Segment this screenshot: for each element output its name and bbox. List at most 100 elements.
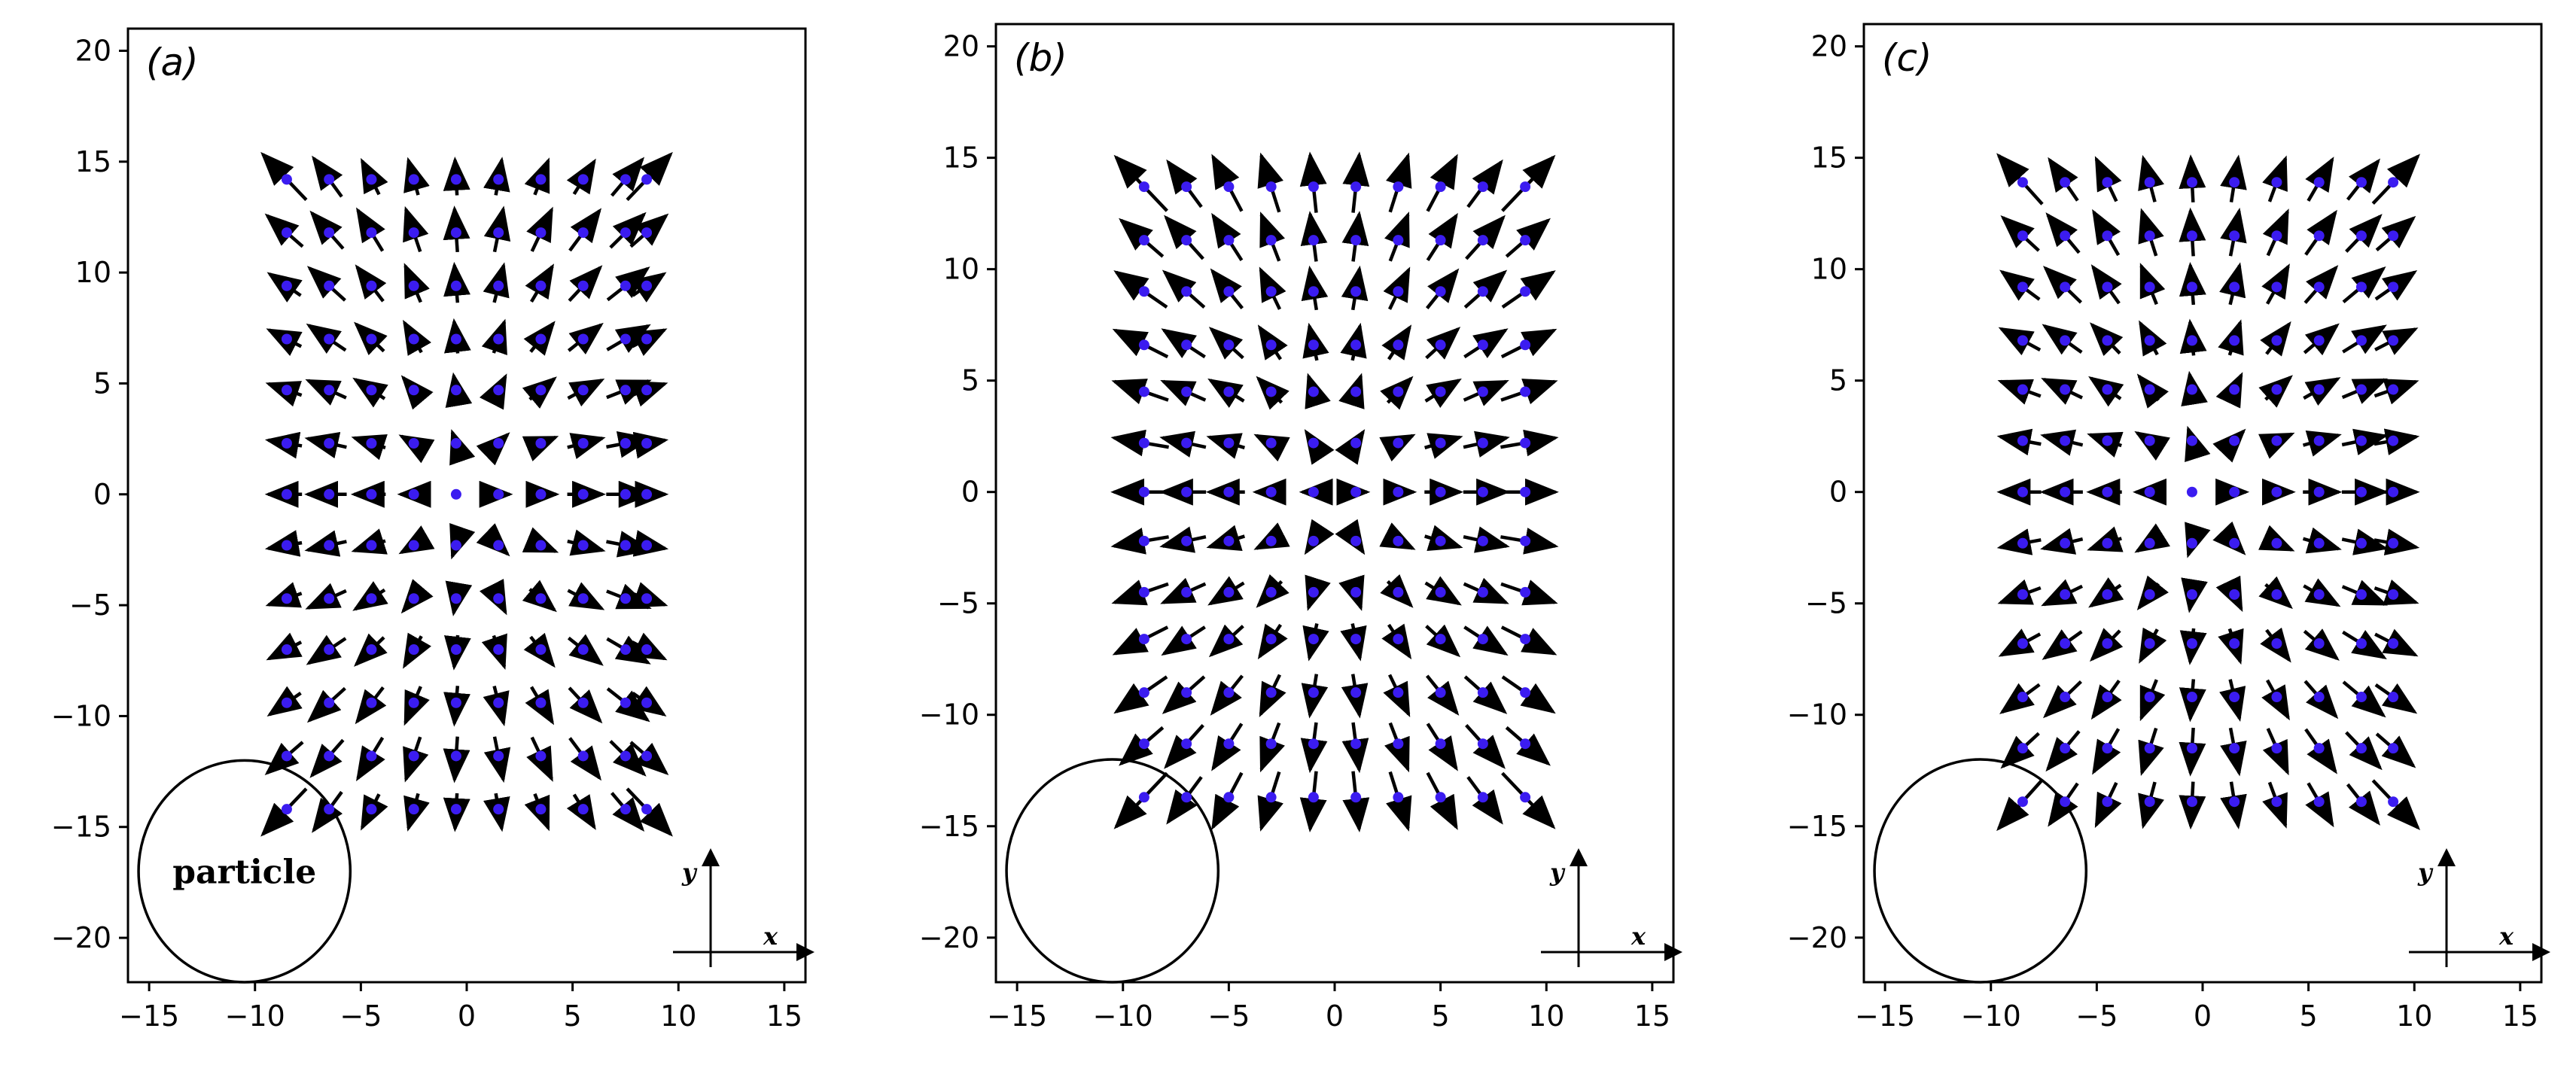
lattice-point	[2229, 384, 2240, 395]
lattice-point	[408, 750, 419, 762]
lattice-point	[493, 385, 504, 396]
y-tick-label: −5	[937, 587, 979, 620]
lattice-point	[2186, 435, 2197, 446]
lattice-point	[620, 593, 631, 604]
lattice-point	[641, 385, 653, 396]
lattice-point	[2017, 335, 2028, 346]
lattice-point	[366, 540, 377, 551]
lattice-point	[2388, 435, 2399, 446]
lattice-point	[1350, 181, 1362, 193]
lattice-point	[2229, 230, 2240, 242]
x-tick-label: −5	[2075, 999, 2118, 1033]
lattice-point	[1393, 634, 1404, 645]
lattice-point	[1308, 386, 1319, 397]
x-tick-label: 0	[458, 999, 476, 1033]
lattice-point	[408, 540, 419, 551]
lattice-point	[2186, 230, 2197, 242]
lattice-point	[1308, 634, 1319, 645]
lattice-point	[1520, 235, 1531, 246]
y-tick-label: 5	[93, 367, 111, 400]
lattice-point	[1350, 535, 1362, 546]
lattice-point	[2271, 692, 2282, 703]
lattice-point	[2388, 177, 2399, 188]
lattice-point	[1393, 486, 1404, 497]
lattice-point	[1435, 386, 1446, 397]
lattice-point	[1477, 738, 1488, 750]
lattice-point	[2313, 537, 2325, 549]
lattice-point	[1520, 486, 1531, 497]
lattice-point	[1308, 687, 1319, 698]
lattice-point	[2144, 335, 2155, 346]
lattice-point	[1435, 181, 1446, 193]
lattice-point	[408, 227, 419, 239]
lattice-point	[1138, 339, 1149, 351]
lattice-point	[641, 227, 653, 239]
lattice-point	[493, 227, 504, 239]
lattice-point	[2355, 638, 2367, 650]
lattice-point	[535, 697, 547, 708]
lattice-point	[408, 174, 419, 185]
lattice-point	[281, 540, 292, 551]
y-tick-label: −20	[1787, 921, 1847, 954]
lattice-point	[281, 593, 292, 604]
lattice-point	[2017, 796, 2028, 808]
lattice-point	[2355, 486, 2367, 497]
lattice-point	[2144, 384, 2155, 395]
lattice-point	[2102, 281, 2113, 293]
lattice-point	[1308, 339, 1319, 351]
lattice-point	[2388, 638, 2399, 650]
x-tick-label: 5	[1432, 999, 1450, 1033]
lattice-point	[1265, 535, 1277, 546]
lattice-point	[535, 804, 547, 815]
lattice-point	[535, 333, 547, 345]
lattice-point	[2313, 486, 2325, 497]
lattice-point	[1393, 181, 1404, 193]
lattice-point	[1181, 687, 1192, 698]
lattice-point	[535, 385, 547, 396]
y-tick-label: 20	[75, 34, 111, 67]
vector-field	[1996, 153, 2421, 832]
lattice-point	[493, 280, 504, 291]
lattice-point	[2355, 692, 2367, 703]
lattice-point	[324, 697, 335, 708]
lattice-point	[2313, 230, 2325, 242]
lattice-point	[1308, 235, 1319, 246]
lattice-point	[1350, 634, 1362, 645]
lattice-point	[1308, 738, 1319, 750]
lattice-point	[1223, 634, 1235, 645]
lattice-point	[324, 540, 335, 551]
lattice-point	[2017, 281, 2028, 293]
lattice-point	[2186, 281, 2197, 293]
lattice-point	[1265, 437, 1277, 449]
lattice-point	[1223, 339, 1235, 351]
lattice-point	[577, 333, 589, 345]
lattice-point	[2144, 796, 2155, 808]
lattice-point	[535, 750, 547, 762]
lattice-point	[366, 697, 377, 708]
lattice-point	[493, 697, 504, 708]
lattice-point	[2060, 743, 2071, 754]
lattice-point	[408, 488, 419, 500]
lattice-point	[1138, 286, 1149, 297]
lattice-point	[577, 385, 589, 396]
lattice-point	[1181, 437, 1192, 449]
lattice-point	[620, 174, 631, 185]
lattice-point	[1477, 486, 1488, 497]
x-tick-label: 10	[660, 999, 696, 1033]
y-tick-label: 5	[961, 364, 979, 397]
lattice-point	[641, 280, 653, 291]
y-tick-label: 20	[943, 30, 979, 63]
lattice-point	[2060, 384, 2071, 395]
lattice-point	[281, 227, 292, 239]
lattice-point	[324, 644, 335, 656]
lattice-point	[1138, 634, 1149, 645]
lattice-point	[641, 333, 653, 345]
y-tick-label: 10	[75, 256, 111, 289]
frame-x-label: x	[763, 922, 778, 951]
lattice-point	[281, 437, 292, 449]
lattice-point	[1265, 181, 1277, 193]
lattice-point	[535, 227, 547, 239]
lattice-point	[2102, 537, 2113, 549]
lattice-point	[1350, 687, 1362, 698]
panel-1: −15 −10 −5 0 5 10 15 −20 −15 −10 −5 0 5 10 15 20 (a) part…	[51, 27, 815, 1033]
